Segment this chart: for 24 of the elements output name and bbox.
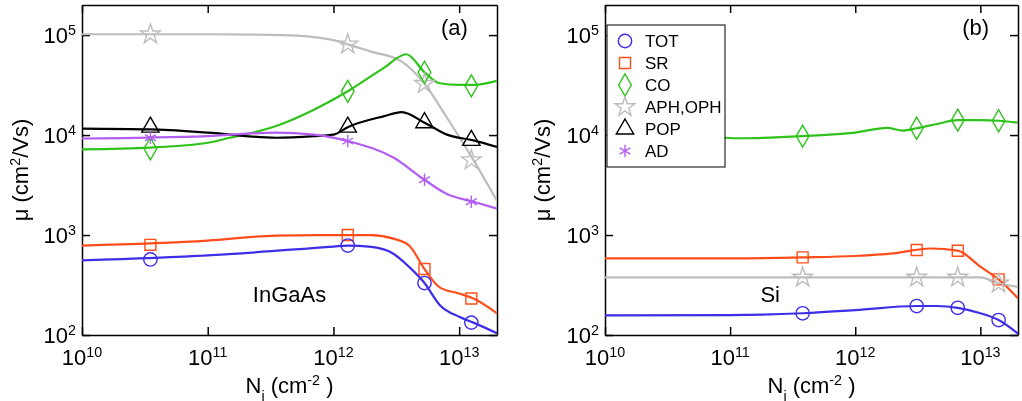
legend-label: AD [645, 142, 669, 161]
annotation: Si [760, 282, 780, 307]
legend-label: TOT [645, 32, 679, 51]
annotation: (b) [962, 14, 990, 40]
annotation: InGaAs [252, 282, 327, 307]
x-tick-label: 10$^{11}$ [188, 344, 228, 370]
y-tick-label: 10$^{5}$ [43, 22, 77, 49]
x-tick-label: 10$^{13}$ [438, 344, 480, 370]
y-tick-label: 10$^{3}$ [566, 222, 600, 249]
legend-label: CO [645, 76, 671, 95]
x-tick-label: 10$^{11}$ [710, 344, 750, 370]
x-axis-title: N$_{i}$ (cm$^{-2}$ ) [245, 372, 334, 401]
legend-label: APH,OPH [645, 98, 722, 117]
y-tick-label: 10$^{4}$ [43, 122, 77, 149]
legend-label: POP [645, 120, 681, 139]
x-tick-label: 10$^{12}$ [835, 344, 876, 370]
y-tick-label: 10$^{4}$ [566, 122, 600, 149]
x-tick-label: 10$^{13}$ [960, 344, 1001, 370]
y-tick-label: 10$^{3}$ [43, 222, 77, 249]
x-tick-label: 10$^{12}$ [313, 344, 354, 370]
legend-label: SR [645, 54, 669, 73]
annotation: (a) [441, 14, 468, 40]
y-tick-label: 10$^{5}$ [566, 22, 600, 49]
x-axis-title: N$_{i}$ (cm$^{-2}$ ) [767, 372, 856, 401]
